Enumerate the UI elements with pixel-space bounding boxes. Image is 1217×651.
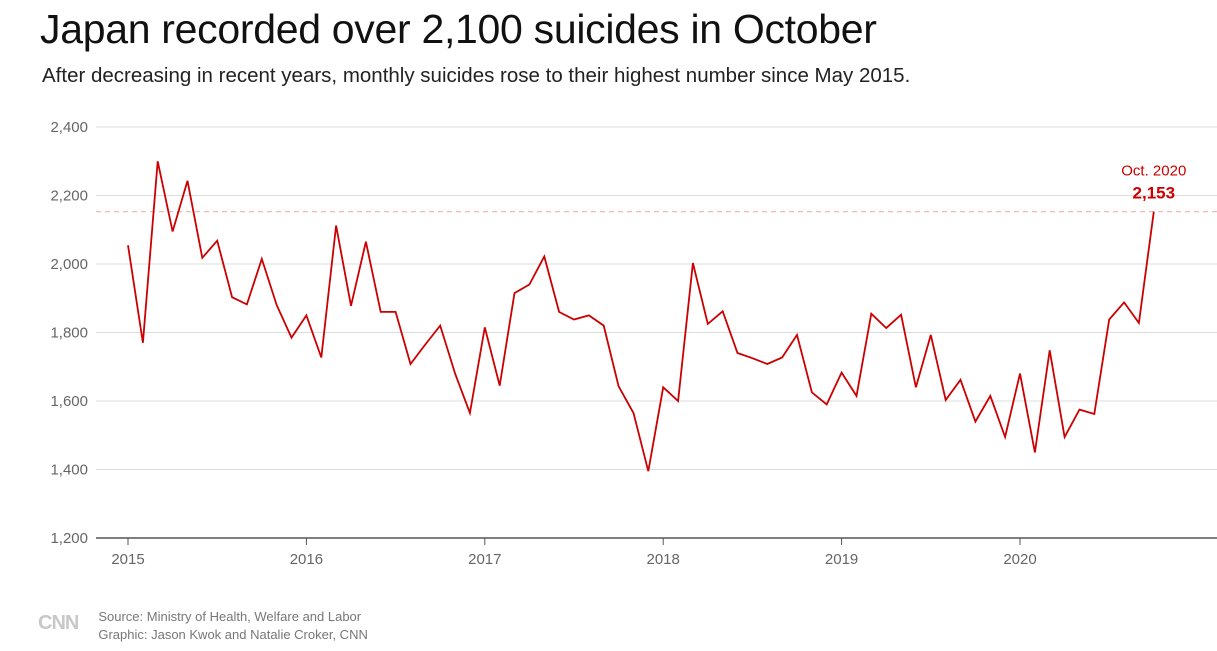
- x-tick-label: 2020: [1003, 551, 1036, 568]
- annotation-label: Oct. 2020: [1121, 163, 1186, 180]
- cnn-logo: CNN: [38, 612, 79, 634]
- graphic-credit: Graphic: Jason Kwok and Natalie Croker, …: [98, 627, 368, 642]
- gridlines: [96, 126, 1217, 470]
- credits: Source: Ministry of Health, Welfare and …: [98, 608, 368, 644]
- y-tick-label: 1,400: [50, 462, 88, 479]
- chart-subtitle: After decreasing in recent years, monthl…: [42, 64, 911, 87]
- y-tick-label: 2,400: [50, 119, 88, 136]
- x-tick-label: 2016: [290, 551, 323, 568]
- axes: 1,200 1,400 1,600 1,800 2,000 2,200 2,400 2015 2…: [50, 119, 1217, 568]
- x-tick-label: 2017: [468, 551, 501, 568]
- source-text: Source: Ministry of Health, Welfare and …: [98, 609, 362, 624]
- x-tick-label: 2019: [825, 551, 858, 568]
- y-tick-label: 1,600: [50, 393, 88, 410]
- y-tick-label: 2,200: [50, 188, 88, 205]
- x-tick-label: 2018: [647, 551, 680, 568]
- footer: CNN Source: Ministry of Health, Welfare …: [38, 608, 368, 644]
- x-tick-label: 2015: [111, 551, 144, 568]
- series: [127, 161, 1155, 472]
- y-tick-label: 1,800: [50, 325, 88, 342]
- annotations: Oct. 2020 2,153: [1121, 163, 1186, 203]
- y-tick-label: 1,200: [50, 530, 88, 547]
- y-tick-label: 2,000: [50, 256, 88, 273]
- annotation-value: 2,153: [1133, 184, 1176, 203]
- chart-title: Japan recorded over 2,100 suicides in Oc…: [40, 6, 877, 52]
- series-line-monthly-suicides: [127, 161, 1155, 472]
